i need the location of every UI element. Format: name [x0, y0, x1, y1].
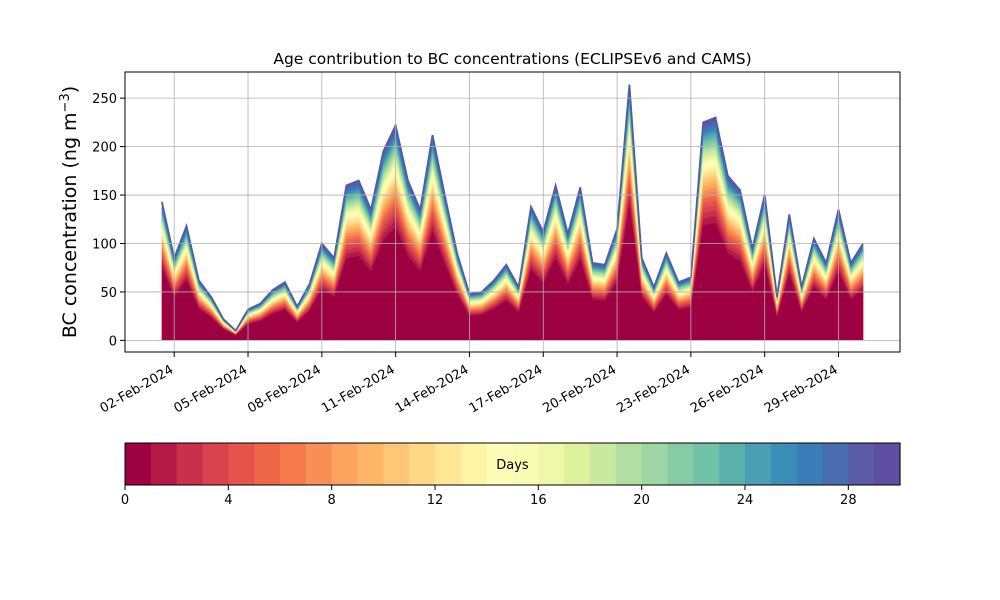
- y-tick-label: 0: [109, 334, 117, 349]
- colorbar-cell: [745, 443, 772, 485]
- colorbar-tick-label: 20: [633, 493, 650, 508]
- chart-title: Age contribution to BC concentrations (E…: [273, 50, 751, 68]
- x-tick-label: 23-Feb-2024: [614, 362, 693, 416]
- y-tick-label: 150: [92, 189, 117, 204]
- colorbar-cell: [486, 443, 514, 485]
- colorbar-cell: [176, 443, 204, 485]
- colorbar-tick-label: 0: [121, 493, 129, 508]
- colorbar-tick-label: 16: [530, 493, 547, 508]
- colorbar-cell: [254, 443, 281, 485]
- colorbar-tick-label: 28: [840, 493, 857, 508]
- colorbar-cell: [383, 443, 410, 485]
- y-tick-label: 100: [92, 237, 117, 252]
- y-axis-label: BC concentration (ng m−3): [58, 86, 82, 338]
- colorbar-cell: [564, 443, 591, 485]
- x-tick-label: 02-Feb-2024: [98, 362, 177, 416]
- colorbar-cell: [125, 443, 152, 485]
- x-tick-label: 14-Feb-2024: [393, 362, 472, 416]
- x-tick-label: 08-Feb-2024: [245, 362, 324, 416]
- plot-area: 0 50 100 150 200 250 02-Feb-202405-Feb-202408…: [92, 71, 901, 416]
- colorbar-frame: [124, 442, 901, 486]
- y-axis: 0 50 100 150 200 250: [92, 92, 125, 349]
- y-tick-label: 200: [92, 141, 117, 156]
- colorbar-label: Days: [496, 458, 529, 473]
- colorbar-cell: [435, 443, 462, 485]
- colorbar-cell: [538, 443, 565, 485]
- x-tick-label: 20-Feb-2024: [541, 362, 620, 416]
- age-bands: [161, 84, 864, 341]
- age-band-0: [161, 205, 864, 341]
- colorbar-cell: [512, 443, 539, 485]
- x-tick-label: 29-Feb-2024: [762, 362, 841, 416]
- x-tick-label: 11-Feb-2024: [319, 362, 398, 416]
- colorbar-cell: [150, 443, 178, 485]
- colorbar-cell: [590, 443, 617, 485]
- colorbar-cells: [125, 443, 901, 485]
- colorbar-cell: [770, 443, 798, 485]
- x-tick-label: 26-Feb-2024: [688, 362, 767, 416]
- colorbar-cell: [848, 443, 875, 485]
- colorbar-cell: [331, 443, 359, 485]
- colorbar-cell: [719, 443, 746, 485]
- y-tick-label: 50: [100, 286, 117, 301]
- colorbar-cell: [409, 443, 436, 485]
- colorbar-tick-label: 12: [427, 493, 444, 508]
- colorbar-cell: [305, 443, 333, 485]
- colorbar-cell: [280, 443, 307, 485]
- x-tick-label: 05-Feb-2024: [171, 362, 250, 416]
- y-tick-label: 250: [92, 92, 117, 107]
- plot-frame: [124, 71, 901, 353]
- colorbar-cell: [460, 443, 488, 485]
- grid-lines: [125, 72, 900, 352]
- colorbar-cell: [667, 443, 694, 485]
- colorbar-cell: [822, 443, 849, 485]
- x-axis: 02-Feb-202405-Feb-202408-Feb-202411-Feb-…: [98, 352, 841, 416]
- x-tick-label: 17-Feb-2024: [467, 362, 546, 416]
- colorbar-cell: [357, 443, 384, 485]
- colorbar-cell: [693, 443, 720, 485]
- colorbar-ticks: 0 4 8 12 16 20 24 28: [121, 485, 857, 508]
- colorbar-cell: [228, 443, 255, 485]
- colorbar-tick-label: 4: [224, 493, 232, 508]
- colorbar: Days 0 4 8 12 16 20 24 28: [121, 442, 901, 508]
- colorbar-tick-label: 8: [328, 493, 336, 508]
- colorbar-cell: [615, 443, 643, 485]
- colorbar-cell: [202, 443, 229, 485]
- colorbar-cell: [874, 443, 901, 485]
- colorbar-cell: [796, 443, 824, 485]
- total-line: [161, 84, 864, 333]
- colorbar-cell: [641, 443, 669, 485]
- colorbar-tick-label: 24: [737, 493, 754, 508]
